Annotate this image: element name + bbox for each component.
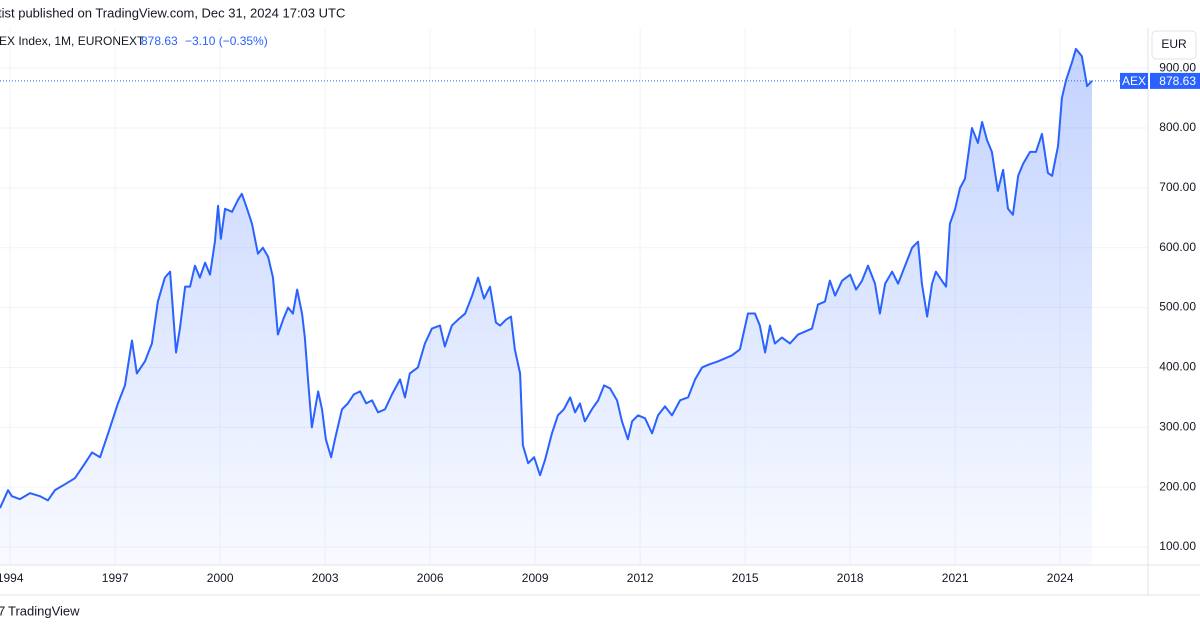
y-tick-label: 800.00 xyxy=(1159,120,1196,134)
area-fill xyxy=(0,48,1092,565)
change: −3.10 (−0.35%) xyxy=(185,34,268,48)
tag-value: 878.63 xyxy=(1159,74,1196,88)
currency-box[interactable] xyxy=(1151,30,1197,60)
logo: 7 xyxy=(0,603,5,618)
x-tick-label: 2006 xyxy=(417,571,444,585)
line xyxy=(0,47,1093,509)
y-tick-label: 100.00 xyxy=(1159,539,1196,553)
price: 878.63 xyxy=(141,34,178,48)
plot xyxy=(0,47,1148,565)
published-note: tist published on TradingView.com, Dec 3… xyxy=(0,5,345,20)
currency[interactable]: EUR xyxy=(1161,37,1187,51)
tag-name: AEX xyxy=(1122,74,1146,88)
x-tick-label: 2003 xyxy=(312,571,339,585)
x-tick-label: 2009 xyxy=(522,571,549,585)
tag-value-box xyxy=(1150,72,1200,89)
x-tick-label: 2021 xyxy=(942,571,969,585)
x-tick-label: 1997 xyxy=(102,571,129,585)
y-tick-label: 500.00 xyxy=(1159,300,1196,314)
x-tick-label: 2012 xyxy=(627,571,654,585)
y-tick-label: 400.00 xyxy=(1159,360,1196,374)
tag-name-box xyxy=(1120,72,1148,89)
y-tick-label: 200.00 xyxy=(1159,479,1196,493)
y-tick-label: 300.00 xyxy=(1159,419,1196,433)
symbol: EX Index, 1M, EURONEXT xyxy=(0,34,145,48)
y-tick-label: 900.00 xyxy=(1159,60,1196,74)
footer-brand: TradingView xyxy=(8,603,80,618)
x-tick-label: 2024 xyxy=(1047,571,1074,585)
y-tick-label: 700.00 xyxy=(1159,180,1196,194)
x-tick-label: 2018 xyxy=(837,571,864,585)
x-tick-label: 1994 xyxy=(0,571,24,585)
x-tick-label: 2000 xyxy=(207,571,234,585)
x-tick-label: 2015 xyxy=(732,571,759,585)
price-tag: AEX 878.63 xyxy=(1120,72,1200,89)
y-tick-label: 600.00 xyxy=(1159,240,1196,254)
